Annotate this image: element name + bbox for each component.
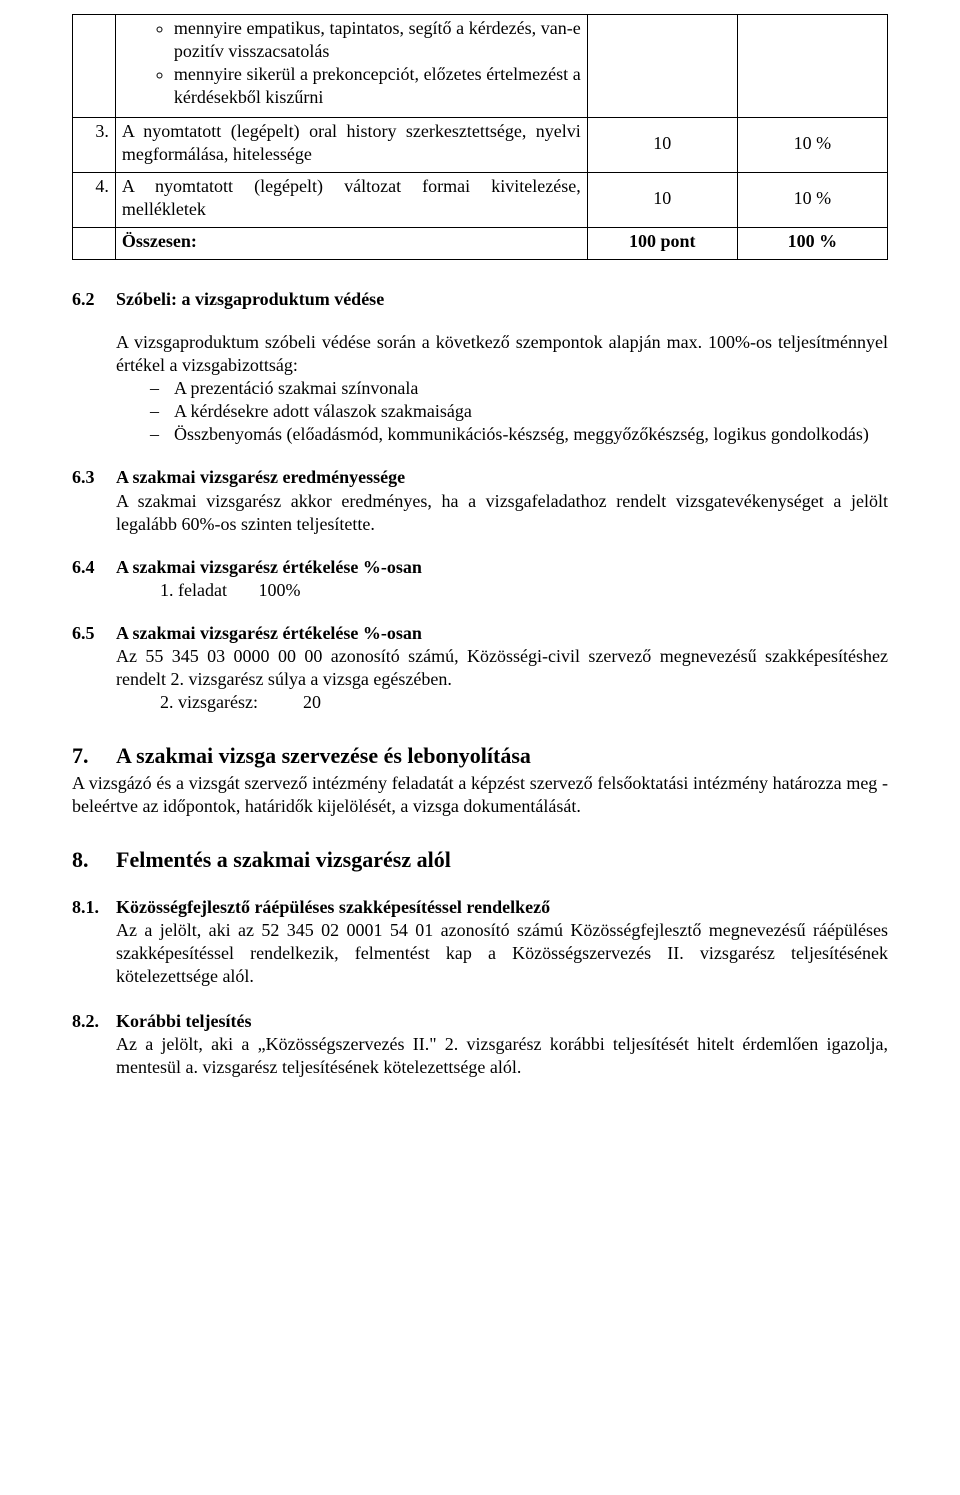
section-title: A szakmai vizsga szervezése és lebonyolí… (116, 742, 888, 770)
bullet-item: mennyire empatikus, tapintatos, segítő a… (174, 17, 581, 63)
section-title: A szakmai vizsgarész értékelése %-osan (116, 556, 888, 579)
section-6-2-intro: A vizsgaproduktum szóbeli védése során a… (116, 331, 888, 377)
cell-num: 3. (73, 118, 116, 173)
section-6-5-heading: 6.5 A szakmai vizsgarész értékelése %-os… (72, 622, 888, 645)
cell-pts: 10 (587, 118, 737, 173)
bullet-list: mennyire empatikus, tapintatos, segítő a… (122, 17, 581, 109)
dash-item: Összbenyomás (előadásmód, kommunikációs-… (150, 423, 888, 446)
section-number: 8.2. (72, 1010, 116, 1033)
dash-item: A kérdésekre adott válaszok szakmaisága (150, 400, 888, 423)
cell-desc-bullets: mennyire empatikus, tapintatos, segítő a… (115, 15, 587, 118)
cell-pts: 10 (587, 173, 737, 228)
cell-num-empty (73, 228, 116, 260)
cell-total-pts: 100 pont (587, 228, 737, 260)
cell-pct: 10 % (737, 173, 887, 228)
cell-desc: A nyomtatott (legépelt) változat formai … (115, 173, 587, 228)
dash-list: A prezentáció szakmai színvonala A kérdé… (150, 377, 888, 446)
section-title: Közösségfejlesztő ráépüléses szakképesít… (116, 896, 550, 919)
table-row: 4. A nyomtatott (legépelt) változat form… (73, 173, 888, 228)
section-6-2-list: A prezentáció szakmai színvonala A kérdé… (116, 377, 888, 446)
section-number: 6.3 (72, 466, 116, 489)
section-6-2-heading: 6.2 Szóbeli: a vizsgaproduktum védése (72, 288, 888, 311)
section-6-3-body: A szakmai vizsgarész akkor eredményes, h… (116, 490, 888, 536)
section-number: 8. (72, 846, 116, 874)
section-number: 6.2 (72, 288, 116, 311)
cell-pct: 10 % (737, 118, 887, 173)
section-number: 7. (72, 742, 116, 770)
section-7-body: A vizsgázó és a vizsgát szervező intézmé… (72, 772, 888, 818)
table-row-total: Összesen: 100 pont 100 % (73, 228, 888, 260)
section-number: 6.4 (72, 556, 116, 579)
section-title: Korábbi teljesítés (116, 1010, 251, 1033)
section-title: A szakmai vizsgarész eredményessége (116, 466, 888, 489)
section-8-heading: 8. Felmentés a szakmai vizsgarész alól (72, 846, 888, 874)
section-number: 6.5 (72, 622, 116, 645)
section-7-heading: 7. A szakmai vizsga szervezése és lebony… (72, 742, 888, 770)
cell-total-pct: 100 % (737, 228, 887, 260)
cell-total-label: Összesen: (115, 228, 587, 260)
section-6-4-heading: 6.4 A szakmai vizsgarész értékelése %-os… (72, 556, 888, 579)
section-number: 8.1. (72, 896, 116, 919)
cell-num: 4. (73, 173, 116, 228)
section-6-3-heading: 6.3 A szakmai vizsgarész eredményessége (72, 466, 888, 489)
cell-desc: A nyomtatott (legépelt) oral history sze… (115, 118, 587, 173)
section-6-5-line: 2. vizsgarész: 20 (160, 691, 888, 714)
section-title: Szóbeli: a vizsgaproduktum védése (116, 288, 888, 311)
dash-item: A prezentáció szakmai színvonala (150, 377, 888, 400)
section-title: Felmentés a szakmai vizsgarész alól (116, 846, 888, 874)
page: mennyire empatikus, tapintatos, segítő a… (0, 0, 960, 1139)
table-row: mennyire empatikus, tapintatos, segítő a… (73, 15, 888, 118)
cell-pts-empty (587, 15, 737, 118)
section-8-1-body: Az a jelölt, aki az 52 345 02 0001 54 01… (116, 919, 888, 988)
section-6-5-body: Az 55 345 03 0000 00 00 azonosító számú,… (116, 645, 888, 691)
scoring-table: mennyire empatikus, tapintatos, segítő a… (72, 14, 888, 260)
bullet-item: mennyire sikerül a prekoncepciót, előzet… (174, 63, 581, 109)
cell-pct-empty (737, 15, 887, 118)
section-8-2-body: Az a jelölt, aki a „Közösségszervezés II… (116, 1033, 888, 1079)
section-8-2-heading: 8.2. Korábbi teljesítés (72, 1010, 888, 1033)
section-title: A szakmai vizsgarész értékelése %-osan (116, 622, 888, 645)
section-6-4-line: 1. feladat 100% (160, 579, 888, 602)
table-row: 3. A nyomtatott (legépelt) oral history … (73, 118, 888, 173)
cell-num-empty (73, 15, 116, 118)
section-8-1-heading: 8.1. Közösségfejlesztő ráépüléses szakké… (72, 896, 888, 919)
